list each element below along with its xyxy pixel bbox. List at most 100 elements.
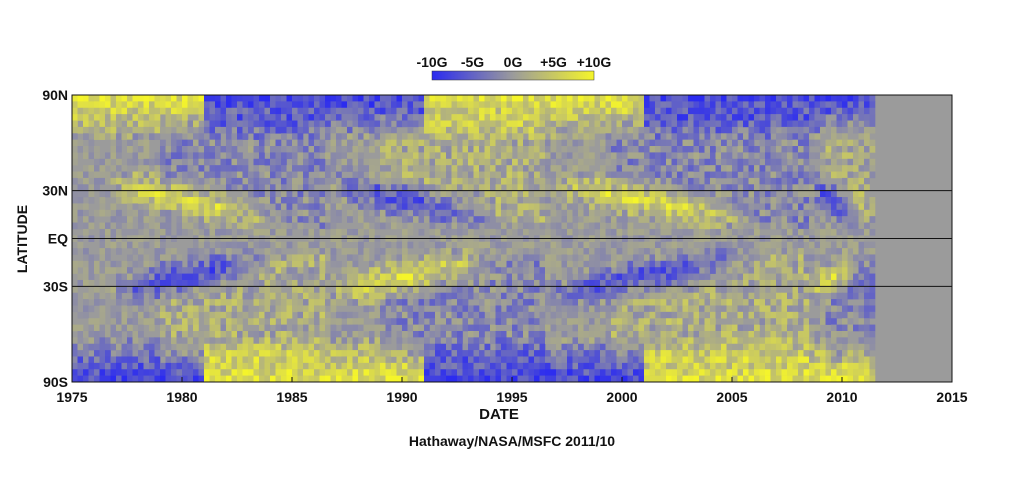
heatmap-cell xyxy=(479,165,485,172)
heatmap-cell xyxy=(600,273,606,281)
heatmap-cell xyxy=(743,279,749,287)
heatmap-cell xyxy=(264,146,271,153)
heatmap-cell xyxy=(622,190,628,198)
heatmap-cell xyxy=(787,343,793,351)
heatmap-cell xyxy=(424,356,430,364)
heatmap-cell xyxy=(737,324,744,332)
heatmap-cell xyxy=(171,248,177,255)
heatmap-cell xyxy=(292,146,298,153)
heatmap-cell xyxy=(88,165,95,172)
heatmap-cell xyxy=(446,171,452,179)
heatmap-cell xyxy=(721,171,727,179)
heatmap-cell xyxy=(594,216,601,223)
heatmap-cell xyxy=(594,343,601,351)
heatmap-cell xyxy=(622,356,628,364)
heatmap-cell xyxy=(435,362,441,370)
heatmap-cell xyxy=(528,292,535,300)
heatmap-cell xyxy=(660,101,667,109)
heatmap-cell xyxy=(611,114,617,121)
heatmap-cell xyxy=(644,241,650,249)
heatmap-cell xyxy=(215,146,221,153)
heatmap-cell xyxy=(171,139,177,147)
heatmap-cell xyxy=(578,260,584,268)
heatmap-cell xyxy=(446,107,452,115)
heatmap-cell xyxy=(292,375,298,382)
heatmap-cell xyxy=(490,273,496,281)
heatmap-cell xyxy=(391,267,397,274)
heatmap-cell xyxy=(176,362,183,370)
heatmap-cell xyxy=(644,273,650,281)
heatmap-cell xyxy=(666,369,672,376)
heatmap-cell xyxy=(88,286,95,294)
heatmap-cell xyxy=(99,318,106,325)
heatmap-cell xyxy=(160,311,166,319)
heatmap-cell xyxy=(781,171,788,179)
heatmap-cell xyxy=(380,203,386,211)
heatmap-cell xyxy=(264,139,271,147)
heatmap-cell xyxy=(330,260,337,268)
heatmap-cell xyxy=(402,279,408,287)
heatmap-cell xyxy=(407,279,414,287)
heatmap-cell xyxy=(688,241,694,249)
heatmap-cell xyxy=(781,177,788,185)
heatmap-cell xyxy=(380,375,386,382)
heatmap-cell xyxy=(402,267,408,274)
heatmap-cell xyxy=(561,305,568,313)
heatmap-cell xyxy=(545,209,551,217)
heatmap-cell xyxy=(77,324,84,332)
heatmap-cell xyxy=(226,273,232,281)
heatmap-cell xyxy=(248,146,254,153)
heatmap-cell xyxy=(561,241,568,249)
heatmap-cell xyxy=(358,299,364,306)
heatmap-cell xyxy=(319,228,326,236)
heatmap-cell xyxy=(88,101,95,109)
heatmap-cell xyxy=(495,273,502,281)
heatmap-cell xyxy=(385,222,392,230)
heatmap-cell xyxy=(726,158,733,166)
heatmap-cell xyxy=(545,324,551,332)
heatmap-cell xyxy=(198,260,205,268)
heatmap-cell xyxy=(187,311,194,319)
heatmap-cell xyxy=(732,95,738,102)
heatmap-cell xyxy=(512,177,518,185)
heatmap-cell xyxy=(407,286,414,294)
heatmap-cell xyxy=(259,279,265,287)
heatmap-cell xyxy=(528,311,535,319)
heatmap-cell xyxy=(528,286,535,294)
heatmap-cell xyxy=(512,324,518,332)
heatmap-cell xyxy=(83,203,89,211)
heatmap-cell xyxy=(655,299,661,306)
heatmap-cell xyxy=(94,318,100,325)
heatmap-cell xyxy=(457,241,463,249)
heatmap-cell xyxy=(138,254,144,262)
heatmap-cell xyxy=(72,369,78,376)
heatmap-cell xyxy=(253,228,260,236)
heatmap-cell xyxy=(226,184,232,191)
heatmap-cell xyxy=(385,369,392,376)
heatmap-cell xyxy=(297,362,304,370)
heatmap-cell xyxy=(583,254,590,262)
heatmap-cell xyxy=(462,318,469,325)
heatmap-cell xyxy=(534,279,540,287)
heatmap-cell xyxy=(127,139,133,147)
heatmap-cell xyxy=(671,305,678,313)
heatmap-cell xyxy=(776,362,782,370)
heatmap-cell xyxy=(457,248,463,255)
heatmap-cell xyxy=(385,107,392,115)
heatmap-cell xyxy=(649,330,656,338)
heatmap-cell xyxy=(550,190,557,198)
heatmap-cell xyxy=(677,177,683,185)
heatmap-cell xyxy=(286,209,293,217)
heatmap-cell xyxy=(776,318,782,325)
heatmap-cell xyxy=(380,190,386,198)
heatmap-cell xyxy=(732,343,738,351)
heatmap-cell xyxy=(517,126,524,134)
heatmap-cell xyxy=(490,356,496,364)
heatmap-cell xyxy=(83,292,89,300)
heatmap-cell xyxy=(132,292,139,300)
heatmap-cell xyxy=(99,267,106,274)
heatmap-cell xyxy=(781,152,788,160)
heatmap-cell xyxy=(781,158,788,166)
heatmap-cell xyxy=(589,254,595,262)
heatmap-cell xyxy=(94,120,100,128)
